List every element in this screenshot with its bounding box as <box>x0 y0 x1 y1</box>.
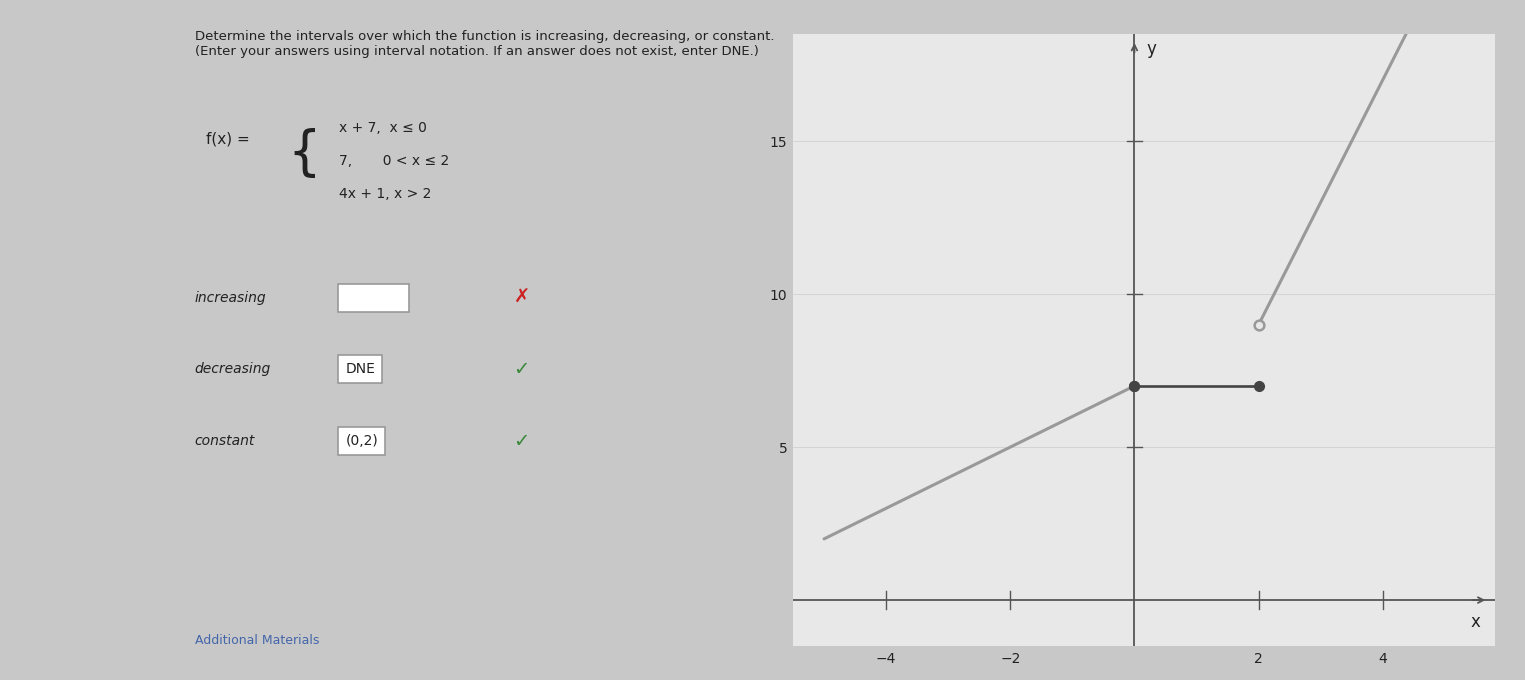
Text: y: y <box>1147 40 1157 58</box>
Text: increasing: increasing <box>195 290 267 305</box>
Text: Determine the intervals over which the function is increasing, decreasing, or co: Determine the intervals over which the f… <box>195 30 775 58</box>
Text: DNE: DNE <box>345 362 375 376</box>
Text: x: x <box>1472 613 1481 630</box>
Text: constant: constant <box>195 435 255 448</box>
Text: ✓: ✓ <box>514 432 529 451</box>
Text: {: { <box>287 128 320 180</box>
Text: decreasing: decreasing <box>195 362 271 376</box>
Text: 4x + 1, x > 2: 4x + 1, x > 2 <box>340 186 432 201</box>
Text: (0,2): (0,2) <box>345 435 378 448</box>
Text: f(x) =: f(x) = <box>206 131 250 146</box>
Text: 7,       0 < x ≤ 2: 7, 0 < x ≤ 2 <box>340 154 450 168</box>
Text: ✗: ✗ <box>514 288 529 307</box>
Text: Additional Materials: Additional Materials <box>195 634 319 647</box>
Text: x + 7,  x ≤ 0: x + 7, x ≤ 0 <box>340 121 427 135</box>
Text: ✓: ✓ <box>514 360 529 379</box>
